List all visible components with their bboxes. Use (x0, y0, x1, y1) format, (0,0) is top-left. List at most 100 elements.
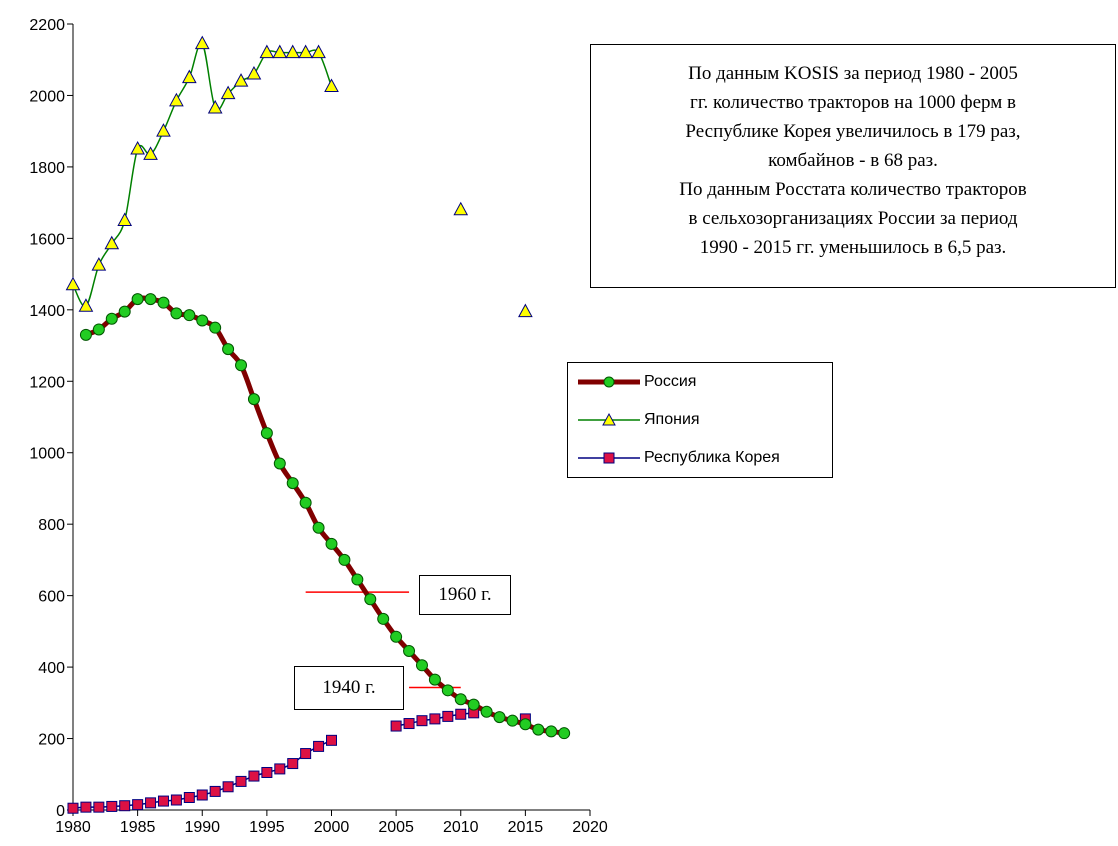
japan-point (156, 123, 171, 137)
korea-point (300, 748, 312, 760)
russia-point (260, 427, 273, 440)
japan-point (259, 44, 275, 59)
y-tick-label: 600 (38, 589, 65, 606)
russia-point (338, 553, 351, 566)
russia-point (403, 645, 416, 658)
note-line: гг. количество тракторов на 1000 ферм в (690, 92, 1016, 113)
russia-point (493, 711, 506, 724)
russia-point (209, 321, 222, 334)
legend-item-korea: Республика Корея (576, 445, 780, 471)
russia-point (506, 714, 519, 727)
legend-item-japan: Япония (576, 407, 700, 433)
korea-point (222, 781, 234, 793)
korea-point (287, 758, 299, 770)
note-line: Республике Корея увеличилось в 179 раз, (685, 121, 1021, 142)
korea-point (416, 715, 428, 727)
series-japan-line (72, 42, 333, 308)
korea-point (248, 770, 260, 782)
russia-point (196, 314, 209, 327)
japan-point (169, 92, 184, 107)
y-tick-label: 1800 (29, 160, 65, 177)
russia-point (118, 305, 131, 318)
korea-point (455, 708, 467, 720)
korea-point (326, 734, 337, 746)
russia-point (235, 359, 248, 372)
chart-axes: 0 200 400 600 800 1000 1200 1400 1600 1800 2000 220… (29, 17, 607, 836)
korea-point (261, 766, 273, 778)
russia-point (273, 457, 286, 470)
russia-point (415, 659, 428, 672)
japan-point (233, 73, 249, 87)
x-tick-label: 1995 (249, 819, 285, 836)
korea-point (313, 740, 325, 752)
russia-point (286, 477, 299, 490)
korea-point (132, 799, 144, 811)
japan-point (285, 44, 301, 59)
russia-point (454, 693, 467, 706)
russia-point (390, 630, 403, 643)
japan-point (220, 85, 236, 100)
series-japan (65, 35, 533, 318)
japan-point (272, 44, 288, 59)
japan-point (65, 276, 81, 291)
russia-point (545, 725, 558, 738)
y-tick-label: 1200 (29, 374, 65, 391)
korea-point (183, 791, 195, 803)
korea-point (196, 789, 208, 801)
legend-label-japan: Япония (644, 411, 700, 428)
russia-point (247, 393, 260, 406)
russia-point (144, 293, 157, 306)
korea-point (403, 718, 415, 730)
korea-point (390, 720, 402, 732)
legend-swatch-russia (578, 376, 640, 388)
y-tick-label: 800 (38, 517, 65, 534)
note-line: По данным Росстата количество тракторов (679, 179, 1027, 200)
russia-point (170, 307, 183, 320)
korea-point (429, 713, 441, 725)
x-tick-label: 1990 (184, 819, 220, 836)
russia-point (92, 323, 105, 336)
y-tick-label: 2200 (29, 17, 65, 34)
russia-point (105, 312, 118, 325)
japan-point (91, 257, 107, 271)
legend-label-russia: Россия (644, 373, 697, 390)
korea-point (106, 800, 118, 812)
japan-point (117, 212, 133, 226)
japan-point (453, 201, 469, 216)
x-tick-label: 2010 (443, 819, 479, 836)
legend-swatch-japan (578, 412, 640, 426)
japan-point (181, 69, 197, 84)
series-korea (67, 707, 531, 814)
russia-point (558, 727, 571, 740)
y-tick-label: 1600 (29, 231, 65, 248)
korea-point (80, 801, 92, 813)
japan-point (324, 78, 339, 93)
y-tick-label: 0 (56, 803, 65, 820)
russia-point (131, 293, 144, 306)
legend: Россия Япония Республика Корея (567, 362, 833, 478)
x-tick-label: 2020 (572, 819, 608, 836)
y-tick-label: 2000 (29, 88, 65, 105)
japan-point (246, 65, 262, 80)
russia-point (480, 705, 493, 718)
russia-point (428, 673, 441, 686)
legend-label-korea: Республика Корея (644, 449, 780, 466)
russia-point (312, 521, 325, 534)
note-line: 1990 - 2015 гг. уменьшилось в 6,5 раз. (699, 237, 1007, 258)
japan-point (207, 99, 223, 114)
legend-swatch-korea (578, 452, 640, 464)
korea-point (119, 800, 131, 812)
legend-item-russia: Россия (576, 369, 696, 395)
russia-point (351, 573, 364, 586)
y-tick-label: 1000 (29, 446, 65, 463)
x-tick-label: 2005 (378, 819, 414, 836)
korea-point (67, 802, 79, 814)
russia-point (467, 698, 480, 711)
note-line: в сельхозорганизациях России за период (688, 208, 1018, 229)
japan-point (194, 35, 210, 50)
x-tick-label: 2015 (508, 819, 544, 836)
russia-point (183, 309, 196, 322)
russia-point (519, 718, 532, 731)
y-tick-label: 200 (38, 732, 65, 749)
